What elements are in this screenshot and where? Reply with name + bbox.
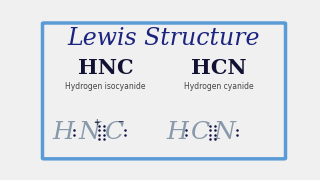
- Text: N: N: [214, 121, 236, 144]
- Text: HNC: HNC: [78, 58, 133, 78]
- Text: Lewis Structure: Lewis Structure: [68, 27, 260, 50]
- FancyBboxPatch shape: [43, 23, 285, 159]
- Text: Hydrogen cyanide: Hydrogen cyanide: [184, 82, 253, 91]
- Text: −: −: [117, 118, 124, 127]
- Text: C: C: [190, 121, 210, 144]
- Text: H: H: [167, 121, 188, 144]
- Text: N: N: [79, 121, 100, 144]
- Text: Hydrogen isocyanide: Hydrogen isocyanide: [66, 82, 146, 91]
- Text: +: +: [93, 118, 100, 127]
- Text: H: H: [53, 121, 75, 144]
- Text: C: C: [104, 121, 123, 144]
- Text: HCN: HCN: [191, 58, 246, 78]
